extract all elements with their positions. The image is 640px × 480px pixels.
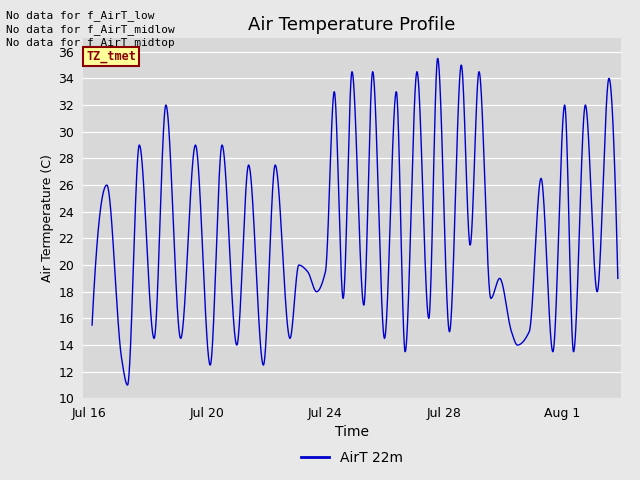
Text: No data for f_AirT_low: No data for f_AirT_low bbox=[6, 11, 155, 22]
Text: No data for f_AirT_midlow: No data for f_AirT_midlow bbox=[6, 24, 175, 35]
Legend: AirT 22m: AirT 22m bbox=[296, 445, 408, 471]
Text: TZ_tmet: TZ_tmet bbox=[86, 50, 136, 63]
Title: Air Temperature Profile: Air Temperature Profile bbox=[248, 16, 456, 34]
X-axis label: Time: Time bbox=[335, 425, 369, 439]
Y-axis label: Air Termperature (C): Air Termperature (C) bbox=[41, 155, 54, 282]
Text: No data for f_AirT_midtop: No data for f_AirT_midtop bbox=[6, 37, 175, 48]
